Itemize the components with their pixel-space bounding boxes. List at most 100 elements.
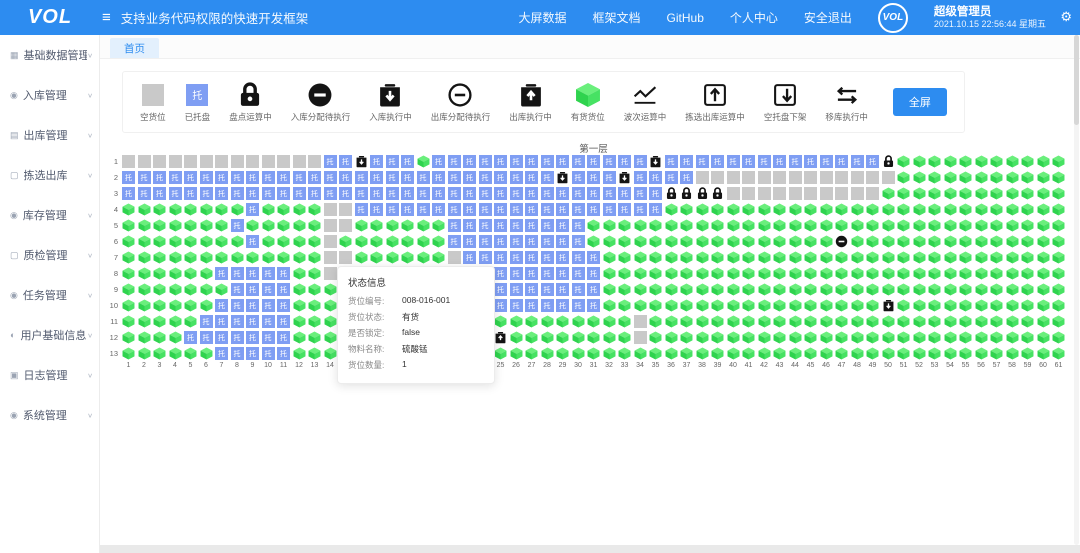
storage-cell[interactable]: [153, 219, 166, 232]
storage-cell[interactable]: [1037, 187, 1050, 200]
storage-cell[interactable]: [169, 347, 182, 360]
storage-cell[interactable]: 托: [447, 235, 461, 248]
storage-cell[interactable]: 托: [556, 155, 569, 168]
storage-cell[interactable]: [897, 171, 910, 184]
storage-cell[interactable]: [603, 331, 616, 344]
storage-cell[interactable]: [913, 187, 926, 200]
storage-cell[interactable]: [324, 347, 337, 360]
storage-cell[interactable]: 托: [633, 171, 647, 184]
fullscreen-button[interactable]: 全屏: [892, 88, 947, 116]
storage-cell[interactable]: [153, 235, 166, 248]
storage-cell[interactable]: [277, 235, 290, 248]
storage-cell[interactable]: 托: [385, 203, 399, 216]
storage-cell[interactable]: [882, 267, 895, 280]
storage-cell[interactable]: [417, 235, 430, 248]
storage-cell[interactable]: [618, 235, 631, 248]
storage-cell[interactable]: 托: [478, 235, 492, 248]
storage-cell[interactable]: [370, 251, 383, 264]
storage-cell[interactable]: [773, 331, 786, 344]
storage-cell[interactable]: [633, 315, 647, 328]
storage-cell[interactable]: 托: [246, 331, 259, 344]
storage-cell[interactable]: [355, 219, 368, 232]
storage-cell[interactable]: [200, 251, 213, 264]
storage-cell[interactable]: [308, 331, 321, 344]
storage-cell[interactable]: 托: [478, 219, 492, 232]
storage-cell[interactable]: [913, 267, 926, 280]
storage-cell[interactable]: 托: [230, 219, 244, 232]
storage-cell[interactable]: [603, 251, 616, 264]
storage-cell[interactable]: 托: [153, 171, 166, 184]
storage-cell[interactable]: [866, 251, 879, 264]
storage-cell[interactable]: [820, 283, 833, 296]
storage-cell[interactable]: 托: [323, 187, 337, 200]
storage-cell[interactable]: [882, 155, 895, 168]
storage-cell[interactable]: [618, 171, 631, 184]
storage-cell[interactable]: [603, 315, 616, 328]
storage-cell[interactable]: [990, 171, 1003, 184]
storage-cell[interactable]: 托: [246, 203, 259, 216]
storage-cell[interactable]: [742, 203, 755, 216]
storage-cell[interactable]: [137, 155, 151, 168]
storage-cell[interactable]: [742, 347, 755, 360]
storage-cell[interactable]: 托: [230, 299, 244, 312]
storage-cell[interactable]: 托: [556, 267, 569, 280]
storage-cell[interactable]: [696, 187, 709, 200]
storage-cell[interactable]: [587, 315, 600, 328]
storage-cell[interactable]: [1037, 331, 1050, 344]
sidebar-item-user-info[interactable]: ◐ 用户基础信息 ∨: [10, 330, 93, 342]
storage-cell[interactable]: [959, 187, 972, 200]
storage-cell[interactable]: [819, 187, 833, 200]
storage-cell[interactable]: [913, 283, 926, 296]
storage-cell[interactable]: [293, 267, 306, 280]
storage-cell[interactable]: [773, 235, 786, 248]
storage-cell[interactable]: [789, 299, 802, 312]
storage-cell[interactable]: [138, 219, 151, 232]
storage-cell[interactable]: [634, 299, 647, 312]
storage-cell[interactable]: 托: [540, 155, 554, 168]
storage-cell[interactable]: 托: [261, 283, 275, 296]
storage-cell[interactable]: 托: [556, 187, 569, 200]
storage-cell[interactable]: [727, 315, 740, 328]
storage-cell[interactable]: [277, 203, 290, 216]
storage-cell[interactable]: [928, 155, 941, 168]
storage-cell[interactable]: 托: [246, 315, 259, 328]
storage-cell[interactable]: 托: [184, 187, 197, 200]
storage-cell[interactable]: [649, 155, 662, 168]
storage-cell[interactable]: 托: [618, 155, 631, 168]
storage-cell[interactable]: 托: [494, 219, 507, 232]
storage-cell[interactable]: [200, 267, 213, 280]
storage-cell[interactable]: [696, 299, 709, 312]
storage-cell[interactable]: [1052, 315, 1065, 328]
storage-cell[interactable]: [665, 347, 678, 360]
storage-cell[interactable]: [1006, 251, 1019, 264]
storage-cell[interactable]: [711, 283, 724, 296]
storage-cell[interactable]: [711, 267, 724, 280]
storage-cell[interactable]: 托: [525, 203, 538, 216]
storage-cell[interactable]: [758, 347, 771, 360]
storage-cell[interactable]: [572, 347, 585, 360]
storage-cell[interactable]: [1006, 331, 1019, 344]
storage-cell[interactable]: [184, 267, 197, 280]
storage-cell[interactable]: [897, 187, 910, 200]
storage-cell[interactable]: [680, 219, 693, 232]
storage-cell[interactable]: [897, 283, 910, 296]
storage-cell[interactable]: [324, 315, 337, 328]
storage-cell[interactable]: [634, 283, 647, 296]
storage-cell[interactable]: 托: [509, 219, 523, 232]
storage-cell[interactable]: 托: [819, 155, 833, 168]
storage-cell[interactable]: [184, 299, 197, 312]
storage-cell[interactable]: 托: [261, 187, 275, 200]
storage-cell[interactable]: [758, 331, 771, 344]
storage-cell[interactable]: [634, 251, 647, 264]
storage-cell[interactable]: [122, 251, 135, 264]
storage-cell[interactable]: 托: [633, 155, 647, 168]
storage-cell[interactable]: [308, 299, 321, 312]
storage-cell[interactable]: [696, 235, 709, 248]
storage-cell[interactable]: [1021, 171, 1034, 184]
storage-cell[interactable]: [122, 235, 135, 248]
storage-cell[interactable]: [122, 203, 135, 216]
storage-cell[interactable]: 托: [215, 331, 228, 344]
storage-cell[interactable]: [1006, 155, 1019, 168]
storage-cell[interactable]: 托: [509, 155, 523, 168]
storage-cell[interactable]: 托: [478, 155, 492, 168]
